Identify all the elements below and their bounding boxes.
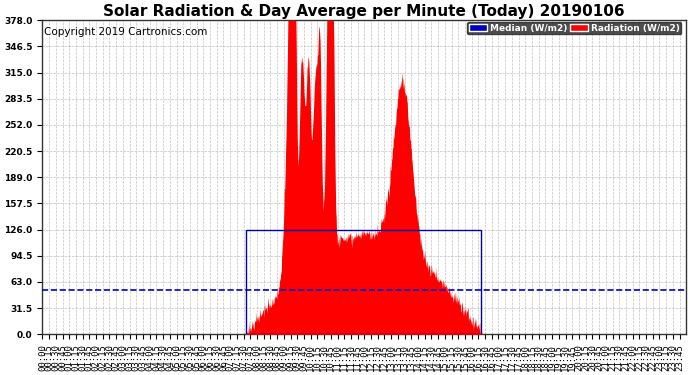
Title: Solar Radiation & Day Average per Minute (Today) 20190106: Solar Radiation & Day Average per Minute… [104, 4, 625, 19]
Legend: Median (W/m2), Radiation (W/m2): Median (W/m2), Radiation (W/m2) [467, 22, 681, 34]
Bar [246, 230, 481, 334]
Text: Copyright 2019 Cartronics.com: Copyright 2019 Cartronics.com [43, 27, 207, 37]
